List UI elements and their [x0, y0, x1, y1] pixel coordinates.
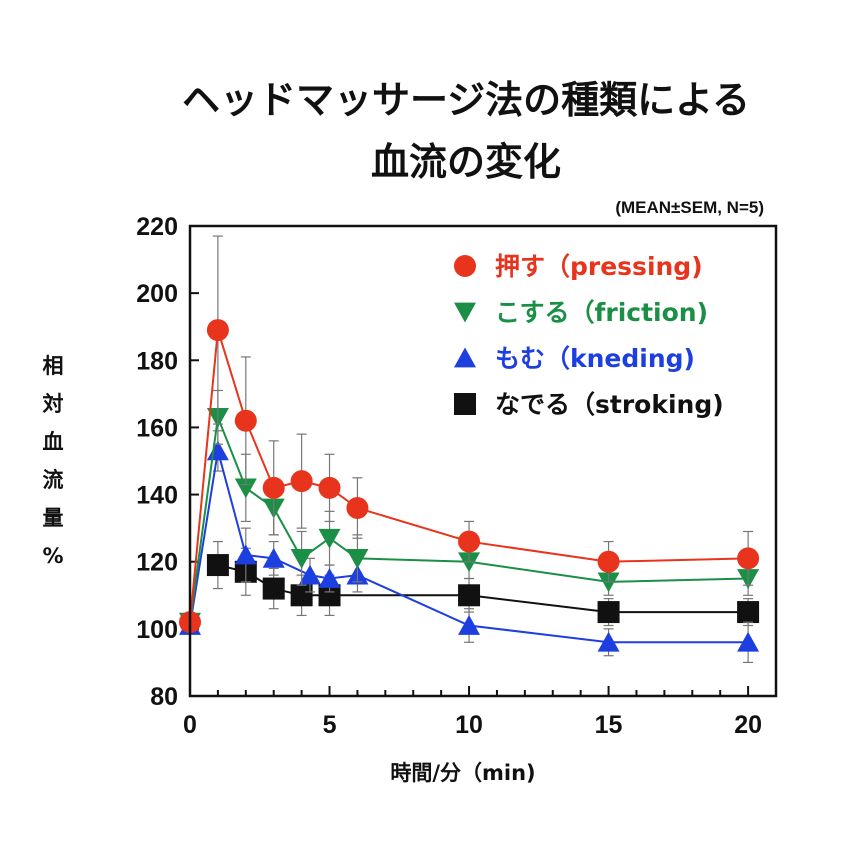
series-line: [189, 329, 749, 623]
x-tick-label: 15: [595, 711, 623, 739]
data-point: [318, 584, 341, 607]
x-tick-label: 0: [183, 711, 197, 739]
chart-subtitle: (MEAN±SEM, N=5): [615, 198, 764, 217]
x-tick-label: 20: [734, 711, 762, 739]
data-point: [206, 554, 229, 577]
data-point: [234, 478, 257, 499]
legend-label: こする（friction): [495, 298, 708, 327]
y-tick-label: 160: [136, 414, 178, 442]
y-axis-label-char: %: [42, 544, 63, 568]
x-axis-ticks: 0 5 10 15 20: [183, 686, 777, 739]
y-tick-label: 180: [136, 347, 178, 375]
data-point: [262, 577, 285, 600]
y-axis-label-char: 血: [43, 430, 64, 454]
data-point: [262, 547, 285, 568]
series-4: [206, 540, 760, 627]
data-point: [234, 544, 257, 565]
legend: 押す（pressing) こする（friction) もむ（kneding) なでる（…: [454, 252, 724, 419]
legend-marker: [454, 255, 476, 277]
series-3: [179, 430, 760, 664]
chart-title-line-2: 血流の変化: [371, 140, 561, 184]
plot-area: [179, 235, 760, 664]
data-point: [298, 564, 321, 585]
series-line: [189, 450, 749, 644]
y-axis-label-char: 流: [43, 468, 64, 492]
x-tick-label: 5: [323, 711, 337, 739]
legend-marker: [454, 302, 476, 323]
data-point: [737, 601, 760, 624]
legend-label: なでる（stroking): [495, 390, 724, 419]
data-point: [290, 584, 313, 607]
y-tick-label: 120: [136, 549, 178, 577]
data-point: [458, 615, 481, 635]
data-point: [458, 530, 481, 553]
data-point: [597, 631, 620, 652]
y-axis-label-char: 相: [43, 354, 64, 378]
y-tick-label: 200: [136, 280, 178, 308]
legend-marker: [454, 347, 476, 368]
data-point: [290, 470, 313, 493]
data-point: [737, 547, 760, 570]
legend-label: もむ（kneding): [495, 344, 695, 373]
data-point: [206, 319, 229, 342]
data-point: [318, 528, 341, 549]
data-point: [597, 550, 620, 573]
series-line: [189, 413, 749, 623]
series-1: [179, 235, 760, 634]
data-point: [290, 549, 313, 569]
plot-frame: [188, 224, 778, 698]
data-point: [234, 409, 257, 432]
data-point: [318, 476, 341, 499]
data-point: [318, 568, 341, 588]
x-axis-label: 時間/分（min): [390, 761, 535, 785]
y-tick-label: 80: [150, 683, 178, 711]
data-point: [458, 584, 481, 607]
data-point: [737, 631, 760, 652]
legend-marker: [454, 393, 476, 415]
y-tick-label: 220: [136, 213, 178, 241]
data-point: [597, 601, 620, 624]
y-axis-label-char: 対: [43, 392, 64, 416]
data-point: [346, 549, 369, 569]
chart-title-line-1: ヘッドマッサージ法の種類による: [182, 78, 750, 122]
y-axis-ticks: 80 100 120 140 160 180 200 220: [136, 213, 199, 711]
y-tick-label: 100: [136, 616, 178, 644]
data-point: [346, 497, 369, 519]
y-axis-label-char: 量: [43, 506, 64, 530]
data-point: [262, 476, 285, 499]
x-tick-label: 10: [455, 711, 483, 739]
legend-label: 押す（pressing): [495, 252, 703, 281]
y-tick-label: 140: [136, 482, 178, 510]
